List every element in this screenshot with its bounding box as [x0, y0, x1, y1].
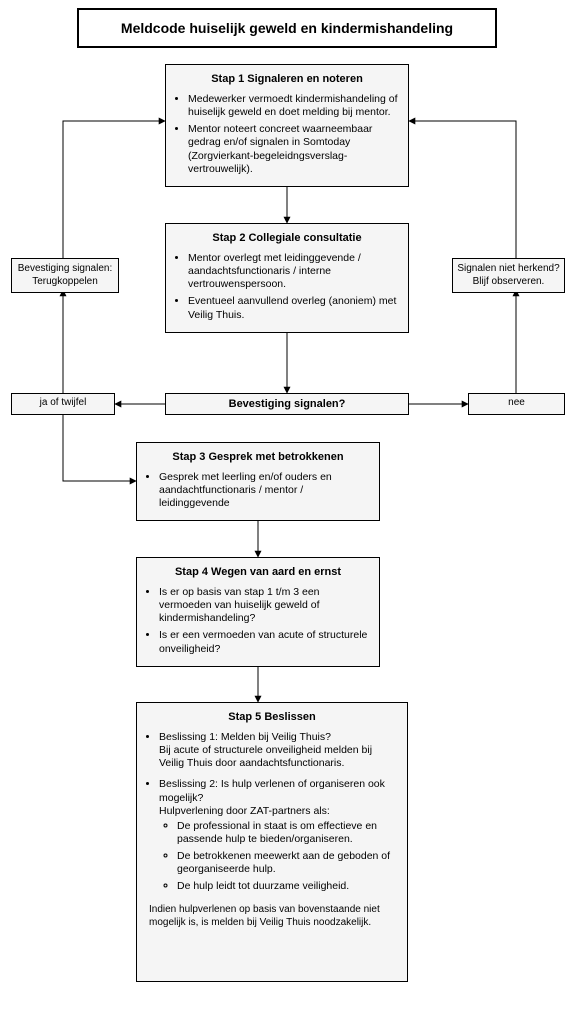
- step-3-bullets: Gesprek met leerling en/of ouders en aan…: [143, 471, 369, 510]
- node-no: nee: [468, 393, 565, 415]
- no-text: nee: [508, 397, 525, 408]
- step-4-bullets: Is er op basis van stap 1 t/m 3 een verm…: [143, 586, 369, 656]
- node-step-5: Stap 5 Beslissen Beslissing 1: Melden bi…: [136, 702, 408, 982]
- flowchart-canvas: Meldcode huiselijk geweld en kindermisha…: [0, 0, 574, 1024]
- node-step-1: Stap 1 Signaleren en noteren Medewerker …: [165, 64, 409, 187]
- node-yes: ja of twijfel: [11, 393, 115, 415]
- b1-lead: Beslissing 1: Melden bij Veilig Thuis?: [159, 731, 331, 743]
- step-1-bullets: Medewerker vermoedt kindermishandeling o…: [172, 93, 398, 176]
- list-item: Mentor overlegt met leidinggevende / aan…: [188, 252, 398, 291]
- step-5-sublist: De professional in staat is om effectiev…: [159, 820, 397, 894]
- list-item: Gesprek met leerling en/of ouders en aan…: [159, 471, 369, 510]
- b1-body: Bij acute of structurele onveiligheid me…: [159, 744, 372, 769]
- label-line: Blijf observeren.: [473, 276, 545, 287]
- list-item: De betrokkenen meewerkt aan de geboden o…: [177, 850, 397, 876]
- label-line: Terugkoppelen: [32, 276, 98, 287]
- b2-body: Hulpverlening door ZAT-partners als:: [159, 805, 330, 817]
- list-item: Is er een vermoeden van acute of structu…: [159, 629, 369, 655]
- list-item: Eventueel aanvullend overleg (anoniem) m…: [188, 295, 398, 321]
- node-decision: Bevestiging signalen?: [165, 393, 409, 415]
- flow-title-text: Meldcode huiselijk geweld en kindermisha…: [121, 20, 453, 36]
- node-step-3: Stap 3 Gesprek met betrokkenen Gesprek m…: [136, 442, 380, 521]
- step-2-bullets: Mentor overlegt met leidinggevende / aan…: [172, 252, 398, 322]
- step-5-title: Stap 5 Beslissen: [137, 703, 407, 727]
- label-line: Signalen niet herkend?: [457, 263, 559, 274]
- node-step-4: Stap 4 Wegen van aard en ernst Is er op …: [136, 557, 380, 667]
- list-item: De professional in staat is om effectiev…: [177, 820, 397, 846]
- decision-text: Bevestiging signalen?: [229, 398, 346, 410]
- step-5-tail: Indien hulpverlenen op basis van bovenst…: [137, 903, 407, 939]
- node-observe-label: Signalen niet herkend? Blijf observeren.: [452, 258, 565, 293]
- flow-title: Meldcode huiselijk geweld en kindermisha…: [77, 8, 497, 48]
- step-3-title: Stap 3 Gesprek met betrokkenen: [137, 443, 379, 467]
- list-item: De hulp leidt tot duurzame veiligheid.: [177, 880, 397, 893]
- list-item: Mentor noteert concreet waarneembaar ged…: [188, 123, 398, 176]
- list-item: Is er op basis van stap 1 t/m 3 een verm…: [159, 586, 369, 625]
- label-line: Bevestiging signalen:: [18, 263, 113, 274]
- b2-lead: Beslissing 2: Is hulp verlenen of organi…: [159, 778, 385, 803]
- list-item: Beslissing 1: Melden bij Veilig Thuis? B…: [159, 731, 397, 770]
- yes-text: ja of twijfel: [40, 397, 87, 408]
- step-4-title: Stap 4 Wegen van aard en ernst: [137, 558, 379, 582]
- node-step-2: Stap 2 Collegiale consultatie Mentor ove…: [165, 223, 409, 333]
- step-2-title: Stap 2 Collegiale consultatie: [166, 224, 408, 248]
- list-item: Beslissing 2: Is hulp verlenen of organi…: [159, 778, 397, 893]
- list-item: Medewerker vermoedt kindermishandeling o…: [188, 93, 398, 119]
- step-1-title: Stap 1 Signaleren en noteren: [166, 65, 408, 89]
- node-feedback-label: Bevestiging signalen: Terugkoppelen: [11, 258, 119, 293]
- step-5-bullets: Beslissing 1: Melden bij Veilig Thuis? B…: [143, 731, 397, 893]
